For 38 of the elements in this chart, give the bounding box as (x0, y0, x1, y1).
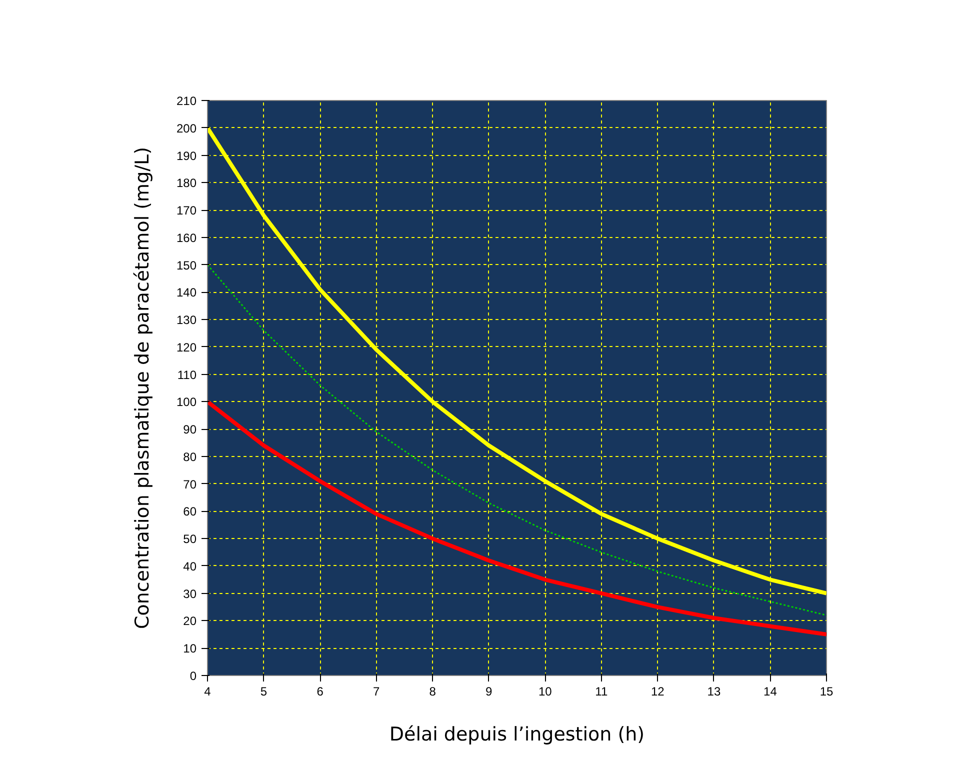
x-tick-label: 9 (486, 684, 493, 698)
x-tick-label: 5 (260, 684, 268, 698)
line-series (208, 264, 826, 616)
x-tick-label: 11 (595, 684, 608, 698)
y-tick-label: 90 (183, 422, 197, 437)
x-tick-label: 6 (316, 684, 324, 698)
line-series (208, 400, 826, 636)
x-tick-label: 12 (651, 684, 665, 698)
y-tick-label: 0 (190, 669, 197, 683)
y-tick-label: 140 (176, 286, 197, 300)
y-tick-label: 40 (183, 559, 197, 574)
y-tick-label: 100 (176, 395, 197, 410)
y-tick-label: 60 (183, 504, 197, 519)
y-tick-label: 130 (176, 313, 197, 328)
y-axis-title: Concentration plasmatique de paracétamol (mg/L) (131, 146, 154, 630)
y-tick-label: 70 (183, 477, 197, 492)
y-tick-label: 210 (176, 94, 197, 108)
x-tick-label: 8 (429, 684, 436, 698)
x-tick-label: 14 (764, 684, 778, 698)
y-tick-label: 170 (176, 204, 197, 218)
x-tick-label: 13 (707, 684, 721, 698)
x-tick-label: 10 (538, 684, 552, 698)
y-tick-label: 120 (176, 340, 197, 354)
y-tick-label: 50 (183, 532, 197, 546)
x-tick-label: 7 (372, 684, 380, 698)
x-tick-label: 15 (820, 684, 834, 698)
y-tick-label: 150 (176, 258, 197, 272)
x-tick-label: 4 (204, 684, 212, 698)
x-axis-title: Délai depuis l’ingestion (h) (389, 724, 645, 746)
y-tick-label: 200 (176, 121, 197, 136)
y-tick-label: 80 (183, 450, 197, 464)
y-tick-label: 20 (183, 614, 197, 628)
y-tick-label: 10 (183, 642, 197, 656)
y-tick-label: 160 (176, 230, 197, 245)
y-tick-label: 110 (177, 368, 197, 382)
y-tick-label: 180 (176, 176, 197, 190)
y-tick-label: 190 (176, 148, 197, 163)
y-tick-label: 30 (183, 586, 197, 601)
